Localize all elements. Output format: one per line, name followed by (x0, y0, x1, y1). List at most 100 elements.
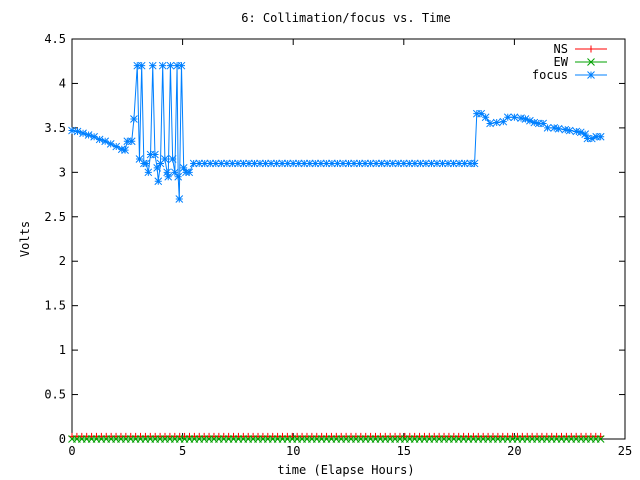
data-point-focus (492, 118, 501, 127)
data-point-focus (130, 115, 138, 123)
data-point-focus (499, 117, 508, 126)
data-point-focus (211, 159, 220, 168)
data-point-focus (433, 159, 441, 168)
data-point-focus (168, 155, 177, 163)
y-tick-label: 4 (59, 76, 66, 90)
data-point-focus (486, 119, 494, 128)
data-point-focus (305, 159, 314, 168)
data-point-focus (460, 159, 469, 168)
data-point-focus (283, 159, 292, 168)
data-point-focus (185, 168, 194, 177)
legend-label-focus: focus (532, 68, 568, 82)
data-point-focus (278, 159, 286, 168)
legend-marker-focus (587, 71, 595, 79)
data-point-focus (228, 159, 237, 168)
data-point-focus (550, 124, 559, 132)
data-point-focus (596, 132, 605, 141)
x-axis-label: time (Elapse Hours) (277, 463, 414, 477)
data-point-focus (427, 159, 436, 168)
data-point-focus (394, 159, 403, 168)
data-point-focus (127, 137, 136, 146)
series-line-focus (71, 65, 601, 200)
data-point-focus (322, 159, 331, 168)
data-point-focus (539, 119, 548, 128)
data-point-focus (561, 125, 570, 134)
data-point-focus (449, 159, 458, 168)
data-point-focus (311, 159, 320, 168)
data-point-ew (596, 435, 605, 443)
data-point-focus (164, 172, 173, 181)
data-point-focus (411, 159, 419, 168)
data-point-focus (175, 195, 184, 203)
plot-frame (71, 38, 626, 440)
data-point-focus (179, 164, 188, 172)
data-point-focus (137, 61, 146, 70)
y-axis-label: Volts (18, 221, 32, 257)
data-point-focus (503, 113, 512, 122)
data-point-focus (267, 159, 275, 168)
data-point-focus (521, 115, 530, 123)
x-tick-label: 20 (507, 444, 521, 458)
data-point-focus (161, 155, 169, 163)
data-point-focus (438, 159, 447, 168)
y-tick-label: 0 (59, 432, 66, 446)
y-tick-label: 3 (59, 165, 66, 179)
data-point-focus (422, 159, 430, 168)
data-point-focus (477, 109, 486, 118)
data-point-focus (245, 159, 253, 168)
data-point-focus (174, 172, 183, 181)
series-ew (68, 435, 605, 443)
data-point-focus (250, 159, 259, 168)
data-point-focus (339, 159, 347, 168)
data-point-focus (101, 137, 110, 146)
x-tick-label: 25 (618, 444, 632, 458)
legend-label-ns: NS (554, 42, 568, 56)
data-point-focus (466, 159, 475, 168)
data-point-focus (572, 127, 581, 136)
data-point-focus (195, 159, 204, 168)
data-point-focus (350, 159, 358, 168)
data-point-focus (543, 124, 552, 132)
data-point-focus (481, 113, 490, 122)
x-tick-label: 15 (397, 444, 411, 458)
data-point-focus (151, 150, 159, 159)
x-tick-label: 10 (286, 444, 300, 458)
legend-label-ew: EW (554, 55, 569, 69)
data-point-focus (222, 159, 231, 168)
data-point-focus (90, 132, 98, 141)
data-point-focus (377, 159, 386, 168)
series-layer (68, 61, 605, 443)
data-point-focus (344, 159, 353, 168)
data-point-focus (133, 61, 142, 70)
data-point-focus (472, 109, 481, 118)
y-tick-label: 1.5 (44, 299, 66, 313)
data-point-focus (117, 145, 126, 154)
data-point-focus (206, 159, 215, 168)
data-point-focus (84, 131, 93, 139)
y-tick-label: 1 (59, 343, 66, 357)
y-tick-label: 0.5 (44, 388, 66, 402)
data-point-focus (217, 159, 226, 168)
data-point-focus (200, 159, 209, 168)
data-point-focus (95, 135, 104, 144)
data-point-focus (587, 134, 596, 143)
data-point-focus (554, 124, 563, 133)
data-point-focus (328, 159, 336, 168)
data-point-focus (158, 61, 167, 70)
data-point-focus (148, 61, 157, 70)
data-point-focus (316, 159, 325, 168)
data-point-focus (444, 159, 452, 168)
y-tick-label: 3.5 (44, 121, 66, 135)
ticks-layer: 0 5 10 15 20 25 0 0.5 1 1.5 2 2.5 3 3.5 4 4.5 (44, 32, 632, 458)
data-point-focus (123, 137, 132, 146)
data-point-focus (173, 61, 181, 70)
data-point-focus (592, 132, 601, 141)
legend-marker-ns (587, 45, 595, 53)
data-point-focus (399, 159, 408, 168)
data-point-focus (388, 159, 397, 168)
data-point-focus (156, 159, 165, 168)
data-point-focus (177, 61, 186, 70)
